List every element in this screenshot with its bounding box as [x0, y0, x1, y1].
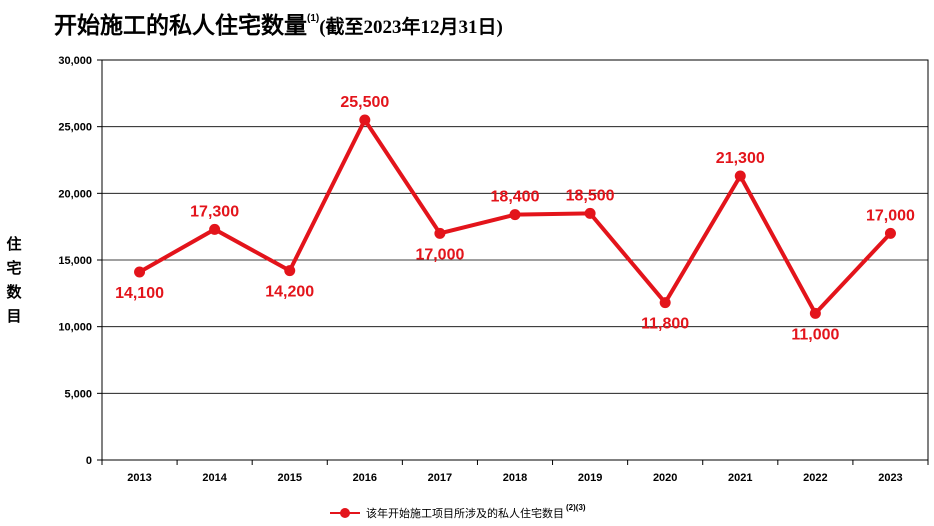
data-label: 11,800 — [641, 316, 689, 333]
title-subtitle: (截至2023年12月31日) — [319, 17, 503, 38]
y-axis-label-char: 宅 — [6, 259, 22, 277]
data-point — [659, 297, 671, 309]
y-axis-label-char: 数 — [6, 283, 22, 301]
title-superscript: (1) — [307, 13, 320, 24]
data-point — [284, 265, 296, 277]
data-label: 11,000 — [791, 326, 839, 343]
y-tick-label: 20,000 — [58, 188, 92, 200]
y-tick-label: 30,000 — [58, 55, 92, 67]
data-label: 21,300 — [716, 150, 765, 167]
y-tick-label: 5,000 — [64, 388, 92, 400]
x-tick-label: 2013 — [127, 472, 151, 484]
y-axis-label: 住宅数目 — [4, 232, 24, 328]
x-tick-label: 2014 — [202, 472, 227, 484]
data-point — [809, 307, 821, 319]
data-point — [734, 170, 746, 182]
chart-title: 开始施工的私人住宅数量(1)(截至2023年12月31日) — [54, 6, 503, 40]
data-label: 18,500 — [566, 187, 615, 204]
data-point — [209, 223, 221, 235]
x-tick-label: 2020 — [653, 472, 677, 484]
data-label: 14,200 — [265, 284, 314, 301]
x-tick-label: 2018 — [503, 472, 527, 484]
legend-label: 该年开始施工项目所涉及的私人住宅数目 — [366, 507, 564, 520]
y-tick-label: 0 — [86, 455, 92, 467]
data-label: 18,400 — [491, 189, 540, 206]
y-axis-label-char: 住 — [6, 235, 22, 253]
y-tick-label: 10,000 — [58, 322, 92, 334]
y-tick-label: 15,000 — [58, 255, 92, 267]
x-tick-label: 2022 — [803, 472, 827, 484]
x-tick-label: 2019 — [578, 472, 602, 484]
x-tick-label: 2016 — [353, 472, 377, 484]
data-label: 14,100 — [115, 285, 164, 302]
plot-area-border — [101, 59, 929, 461]
data-label: 17,000 — [866, 207, 915, 224]
data-point — [359, 114, 371, 126]
title-main: 开始施工的私人住宅数量 — [54, 13, 307, 39]
data-label: 17,000 — [415, 246, 464, 263]
data-label: 17,300 — [190, 203, 239, 220]
legend-superscript: (2)(3) — [566, 502, 586, 512]
data-point — [509, 209, 521, 221]
x-tick-label: 2021 — [728, 472, 752, 484]
legend-line-marker-icon — [330, 507, 360, 519]
y-tick-label: 25,000 — [58, 122, 92, 134]
y-axis-label-char: 目 — [6, 307, 22, 325]
data-label: 25,500 — [340, 94, 389, 111]
x-tick-label: 2017 — [428, 472, 452, 484]
data-point — [134, 266, 146, 278]
legend: 该年开始施工项目所涉及的私人住宅数目 (2)(3) — [330, 502, 586, 521]
x-tick-label: 2023 — [878, 472, 902, 484]
data-point — [584, 207, 596, 219]
x-tick-label: 2015 — [277, 472, 301, 484]
data-point — [884, 227, 896, 239]
data-point — [434, 227, 446, 239]
